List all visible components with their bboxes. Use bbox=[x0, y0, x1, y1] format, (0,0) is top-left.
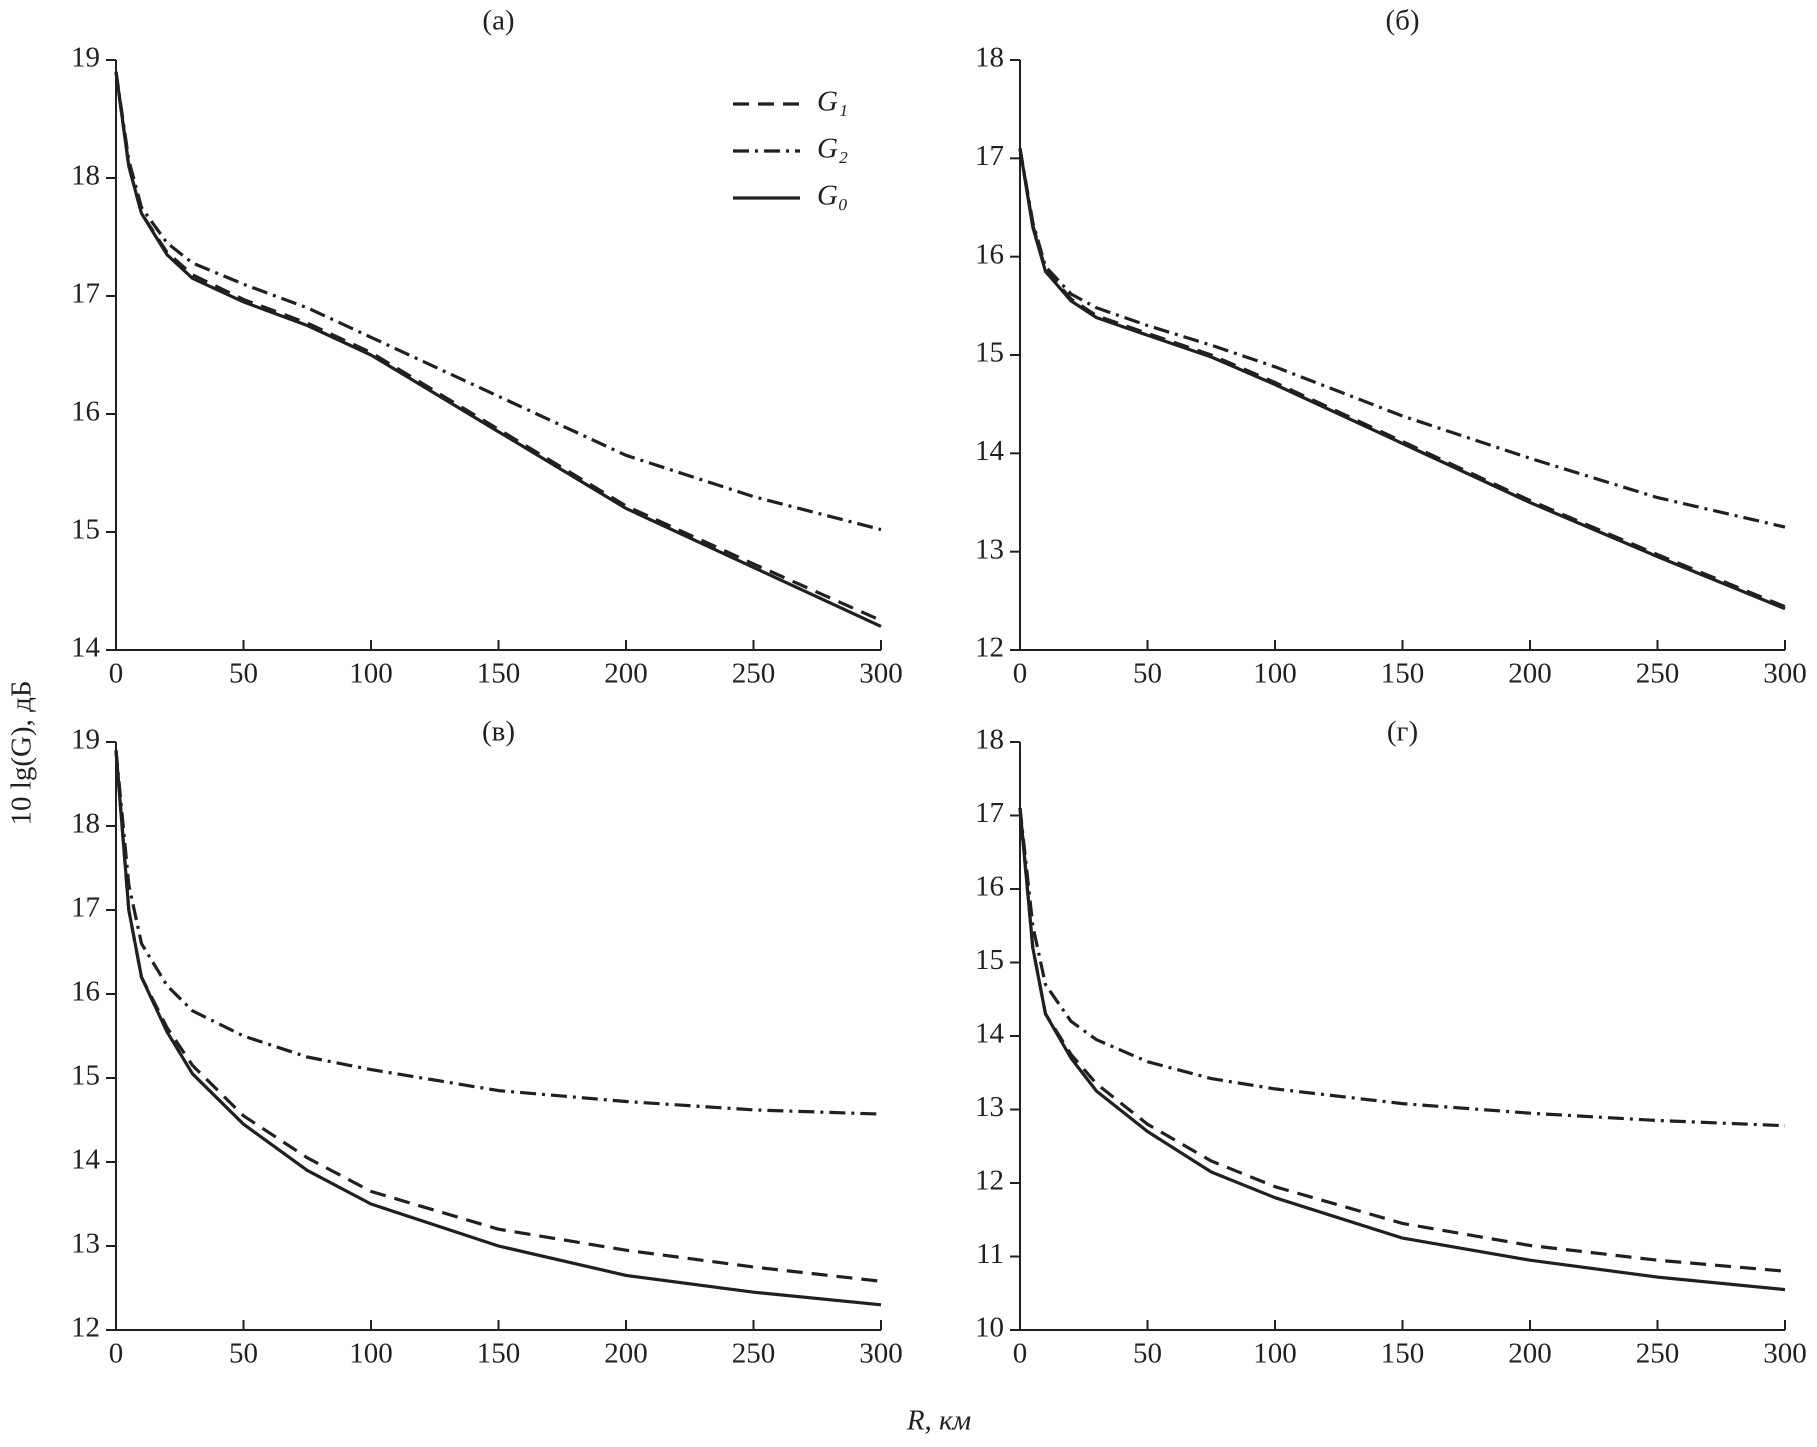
series-line bbox=[1018, 148, 1786, 609]
y-tick-label: 11 bbox=[976, 1238, 1004, 1270]
y-tick-label: 15 bbox=[975, 944, 1004, 976]
series-line bbox=[1018, 807, 1786, 1292]
x-tick-label: 150 bbox=[1381, 1338, 1425, 1370]
y-tick-label: 15 bbox=[71, 1060, 100, 1092]
x-tick-label: 50 bbox=[229, 1338, 258, 1370]
legend-label: G₁ bbox=[817, 86, 848, 118]
y-tick-label: 10 bbox=[975, 1312, 1004, 1344]
series-line bbox=[114, 750, 882, 1116]
series-line bbox=[114, 71, 882, 622]
x-tick-label: 150 bbox=[477, 658, 521, 690]
series-line bbox=[1018, 807, 1786, 1128]
y-tick-label: 12 bbox=[975, 632, 1004, 664]
legend-label: G₂ bbox=[817, 133, 848, 165]
series-line bbox=[1018, 807, 1786, 1273]
y-tick-label: 14 bbox=[975, 435, 1005, 467]
x-tick-label: 100 bbox=[1253, 1338, 1297, 1370]
x-tick-label: 300 bbox=[859, 658, 903, 690]
y-tick-label: 17 bbox=[975, 140, 1004, 172]
x-tick-label: 250 bbox=[1636, 658, 1680, 690]
y-tick-label: 17 bbox=[975, 797, 1004, 829]
y-tick-label: 17 bbox=[71, 892, 100, 924]
x-tick-label: 200 bbox=[1508, 658, 1552, 690]
legend-label: G₀ bbox=[817, 180, 848, 212]
x-tick-label: 100 bbox=[349, 658, 393, 690]
x-tick-label: 100 bbox=[349, 1338, 393, 1370]
x-tick-label: 50 bbox=[229, 658, 258, 690]
y-tick-label: 18 bbox=[71, 808, 100, 840]
series-line bbox=[1018, 148, 1786, 611]
y-tick-label: 13 bbox=[975, 533, 1004, 565]
y-tick-label: 14 bbox=[71, 632, 101, 664]
y-tick-label: 16 bbox=[71, 396, 100, 428]
series-line bbox=[114, 71, 882, 628]
x-tick-label: 150 bbox=[477, 1338, 521, 1370]
panel-title: (а) bbox=[482, 5, 514, 37]
series-line bbox=[1018, 148, 1786, 529]
x-tick-label: 0 bbox=[109, 1338, 124, 1370]
y-tick-label: 15 bbox=[975, 337, 1004, 369]
series-line bbox=[114, 750, 882, 1307]
y-tick-label: 17 bbox=[71, 278, 100, 310]
x-tick-label: 250 bbox=[732, 658, 776, 690]
y-tick-label: 18 bbox=[975, 724, 1004, 756]
panel-title: (в) bbox=[482, 716, 515, 748]
y-tick-label: 18 bbox=[975, 42, 1004, 74]
series-line bbox=[114, 71, 882, 532]
y-tick-label: 15 bbox=[71, 514, 100, 546]
x-tick-label: 150 bbox=[1381, 658, 1425, 690]
x-axis-label: R, км bbox=[906, 1405, 971, 1437]
y-tick-label: 19 bbox=[71, 724, 100, 756]
x-tick-label: 300 bbox=[1763, 658, 1807, 690]
y-tick-label: 16 bbox=[975, 238, 1004, 270]
x-tick-label: 50 bbox=[1133, 658, 1162, 690]
y-tick-label: 16 bbox=[975, 871, 1004, 903]
y-tick-label: 12 bbox=[975, 1165, 1004, 1197]
x-tick-label: 200 bbox=[1508, 1338, 1552, 1370]
x-tick-label: 250 bbox=[732, 1338, 776, 1370]
x-tick-label: 300 bbox=[1763, 1338, 1807, 1370]
y-axis-label: 10 lg(G), дБ bbox=[6, 681, 38, 826]
x-tick-label: 0 bbox=[1013, 658, 1028, 690]
x-tick-label: 100 bbox=[1253, 658, 1297, 690]
x-tick-label: 300 bbox=[859, 1338, 903, 1370]
y-tick-label: 16 bbox=[71, 976, 100, 1008]
panel-title: (б) bbox=[1385, 5, 1419, 37]
y-tick-label: 13 bbox=[975, 1091, 1004, 1123]
y-tick-label: 18 bbox=[71, 160, 100, 192]
y-tick-label: 19 bbox=[71, 42, 100, 74]
y-tick-label: 14 bbox=[71, 1144, 101, 1176]
y-tick-label: 13 bbox=[71, 1228, 100, 1260]
x-tick-label: 50 bbox=[1133, 1338, 1162, 1370]
y-tick-label: 14 bbox=[975, 1018, 1005, 1050]
y-tick-label: 12 bbox=[71, 1312, 100, 1344]
x-tick-label: 0 bbox=[109, 658, 124, 690]
x-tick-label: 250 bbox=[1636, 1338, 1680, 1370]
x-tick-label: 200 bbox=[604, 1338, 648, 1370]
series-line bbox=[114, 750, 882, 1283]
panel-title: (г) bbox=[1387, 716, 1418, 748]
x-tick-label: 200 bbox=[604, 658, 648, 690]
x-tick-label: 0 bbox=[1013, 1338, 1028, 1370]
